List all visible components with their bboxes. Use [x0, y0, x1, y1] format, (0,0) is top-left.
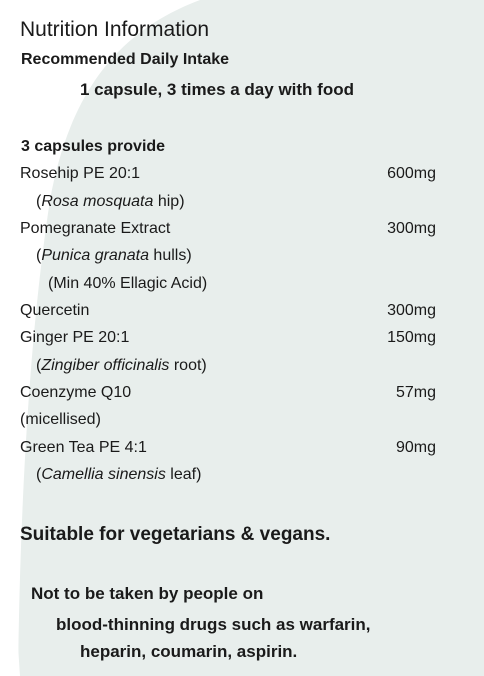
ingredient-name: Green Tea PE 4:1: [20, 439, 147, 456]
ingredient-source: (Zingiber officinalis root): [36, 357, 207, 374]
ingredient-amount: 600mg: [387, 165, 436, 182]
warning-line: blood-thinning drugs such as warfarin,: [56, 615, 371, 634]
ingredient-amount: 150mg: [387, 329, 436, 346]
provide-heading: 3 capsules provide: [21, 138, 166, 155]
plant-part: hip: [153, 193, 180, 210]
nutrition-title: Nutrition Information: [20, 18, 210, 41]
latin-name: Rosa mosquata: [41, 193, 154, 210]
ingredient-amount: 90mg: [395, 439, 436, 456]
ingredient-extra: (Min 40% Ellagic Acid): [48, 275, 208, 292]
ingredient-name: Rosehip PE 20:1: [20, 165, 141, 182]
suitability-statement: Suitable for vegetarians & vegans.: [20, 524, 331, 545]
ingredient-source: (Punica granata hulls): [36, 247, 192, 264]
dosage-instructions: 1 capsule, 3 times a day with food: [80, 80, 354, 99]
ingredient-source: (Rosa mosquata hip): [36, 193, 185, 210]
warning-line: heparin, coumarin, aspirin.: [80, 642, 298, 661]
ingredient-extra: (micellised): [20, 411, 101, 428]
plant-part: leaf: [165, 466, 197, 483]
intake-heading: Recommended Daily Intake: [21, 51, 230, 68]
latin-name: Zingiber officinalis: [41, 357, 170, 374]
ingredient-name: Pomegranate Extract: [20, 220, 171, 237]
plant-part: root: [169, 357, 202, 374]
ingredient-name: Quercetin: [20, 302, 90, 319]
ingredient-amount: 300mg: [387, 220, 436, 237]
ingredient-amount: 57mg: [395, 384, 436, 401]
warning-line: Not to be taken by people on: [31, 584, 264, 603]
ingredient-source: (Camellia sinensis leaf): [36, 466, 202, 483]
ingredient-name: Coenzyme Q10: [20, 384, 132, 401]
ingredient-name: Ginger PE 20:1: [20, 329, 130, 346]
ingredient-amount: 300mg: [387, 302, 436, 319]
latin-name: Camellia sinensis: [41, 466, 166, 483]
latin-name: Punica granata: [41, 247, 149, 264]
plant-part: hulls: [148, 247, 187, 264]
